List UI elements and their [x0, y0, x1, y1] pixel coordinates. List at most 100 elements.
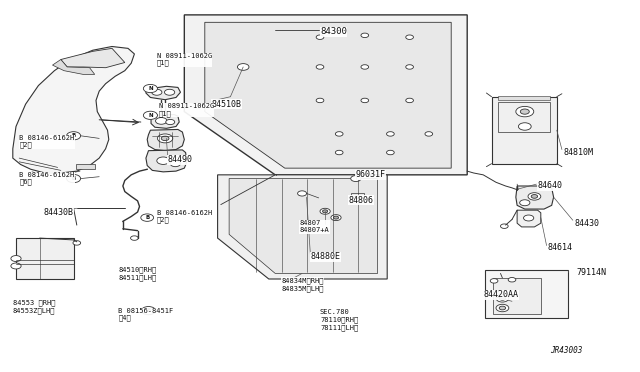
Polygon shape: [52, 60, 95, 74]
Circle shape: [316, 98, 324, 103]
Polygon shape: [13, 46, 134, 173]
Text: B 08146-6162H
（6）: B 08146-6162H （6）: [19, 172, 74, 185]
Circle shape: [237, 64, 249, 70]
Text: N: N: [148, 113, 153, 118]
Circle shape: [387, 132, 394, 136]
Text: 84430B: 84430B: [44, 208, 74, 217]
Circle shape: [499, 306, 506, 310]
Circle shape: [11, 256, 21, 262]
Circle shape: [143, 84, 157, 93]
Circle shape: [508, 278, 516, 282]
Circle shape: [320, 208, 330, 214]
Polygon shape: [146, 150, 187, 172]
Circle shape: [141, 307, 156, 315]
Text: 84553 （RH）
84553Z（LH）: 84553 （RH） 84553Z（LH）: [13, 300, 55, 314]
Circle shape: [387, 150, 394, 155]
Text: 84510B: 84510B: [211, 100, 241, 109]
Polygon shape: [205, 22, 451, 168]
Polygon shape: [492, 97, 557, 164]
Text: JR43003: JR43003: [550, 346, 583, 355]
Circle shape: [157, 134, 173, 143]
Text: B: B: [72, 176, 76, 181]
Polygon shape: [516, 186, 554, 209]
Circle shape: [333, 216, 339, 219]
Circle shape: [406, 65, 413, 69]
Circle shape: [335, 132, 343, 136]
Circle shape: [131, 236, 138, 240]
Polygon shape: [229, 179, 378, 273]
Text: 84510（RH）
84511（LH）: 84510（RH） 84511（LH）: [118, 266, 157, 280]
Circle shape: [496, 295, 509, 302]
Circle shape: [316, 65, 324, 69]
Circle shape: [152, 89, 162, 95]
Circle shape: [500, 224, 508, 228]
Circle shape: [499, 296, 506, 300]
Text: 84640: 84640: [538, 182, 563, 190]
Text: B: B: [145, 215, 149, 220]
Text: 84614: 84614: [548, 243, 573, 252]
Bar: [76, 164, 95, 169]
Text: 84807
84807+A: 84807 84807+A: [300, 221, 329, 233]
Text: N 08911-1062G
、1）: N 08911-1062G 、1）: [159, 103, 214, 116]
Text: B: B: [72, 133, 76, 138]
Circle shape: [73, 241, 81, 245]
Bar: [498, 96, 550, 100]
Circle shape: [406, 98, 413, 103]
Polygon shape: [147, 129, 184, 151]
Circle shape: [143, 111, 157, 119]
Bar: [16, 238, 74, 279]
Circle shape: [161, 136, 169, 141]
Text: 79114N: 79114N: [576, 268, 606, 277]
Circle shape: [298, 191, 307, 196]
Polygon shape: [218, 175, 387, 279]
Text: 84834M（RH）
84835M（LH）: 84834M（RH） 84835M（LH）: [282, 278, 324, 292]
Circle shape: [164, 89, 175, 95]
Circle shape: [67, 174, 81, 183]
Circle shape: [490, 279, 498, 283]
Polygon shape: [146, 86, 180, 100]
Text: 84430: 84430: [575, 219, 600, 228]
Circle shape: [67, 132, 81, 140]
Circle shape: [156, 118, 167, 124]
Polygon shape: [151, 115, 179, 128]
Circle shape: [141, 214, 154, 221]
Circle shape: [520, 200, 530, 206]
Circle shape: [166, 119, 175, 125]
Text: N 08911-1062G
、1）: N 08911-1062G 、1）: [157, 53, 212, 66]
Circle shape: [361, 33, 369, 38]
Polygon shape: [61, 48, 125, 68]
Circle shape: [518, 123, 531, 130]
Circle shape: [524, 215, 534, 221]
Text: B 08156-8451F
（4）: B 08156-8451F （4）: [118, 308, 173, 321]
Circle shape: [361, 65, 369, 69]
Text: N: N: [148, 86, 153, 91]
Circle shape: [528, 193, 541, 200]
Circle shape: [406, 35, 413, 39]
Bar: [498, 102, 550, 132]
Circle shape: [361, 98, 369, 103]
Circle shape: [316, 35, 324, 39]
Circle shape: [11, 263, 21, 269]
Circle shape: [323, 210, 328, 213]
Circle shape: [531, 195, 538, 198]
Text: 84880E: 84880E: [310, 252, 340, 261]
Bar: [351, 193, 364, 198]
Circle shape: [520, 109, 529, 114]
Text: SEC.780
78110（RH）
78111（LH）: SEC.780 78110（RH） 78111（LH）: [320, 309, 358, 331]
Text: 96031F: 96031F: [355, 170, 385, 179]
Text: 84810M: 84810M: [563, 148, 593, 157]
Circle shape: [335, 150, 343, 155]
Circle shape: [516, 106, 534, 117]
Circle shape: [425, 132, 433, 136]
Text: 84300: 84300: [320, 27, 347, 36]
Circle shape: [351, 176, 361, 182]
Circle shape: [496, 304, 509, 312]
Circle shape: [170, 161, 180, 167]
Bar: [485, 270, 568, 318]
Circle shape: [331, 215, 341, 221]
Circle shape: [157, 157, 170, 164]
Text: B 08146-6162H
（2）: B 08146-6162H （2）: [157, 210, 212, 223]
Text: 84420AA: 84420AA: [484, 290, 519, 299]
Text: 84806: 84806: [349, 196, 374, 205]
Polygon shape: [517, 210, 541, 227]
